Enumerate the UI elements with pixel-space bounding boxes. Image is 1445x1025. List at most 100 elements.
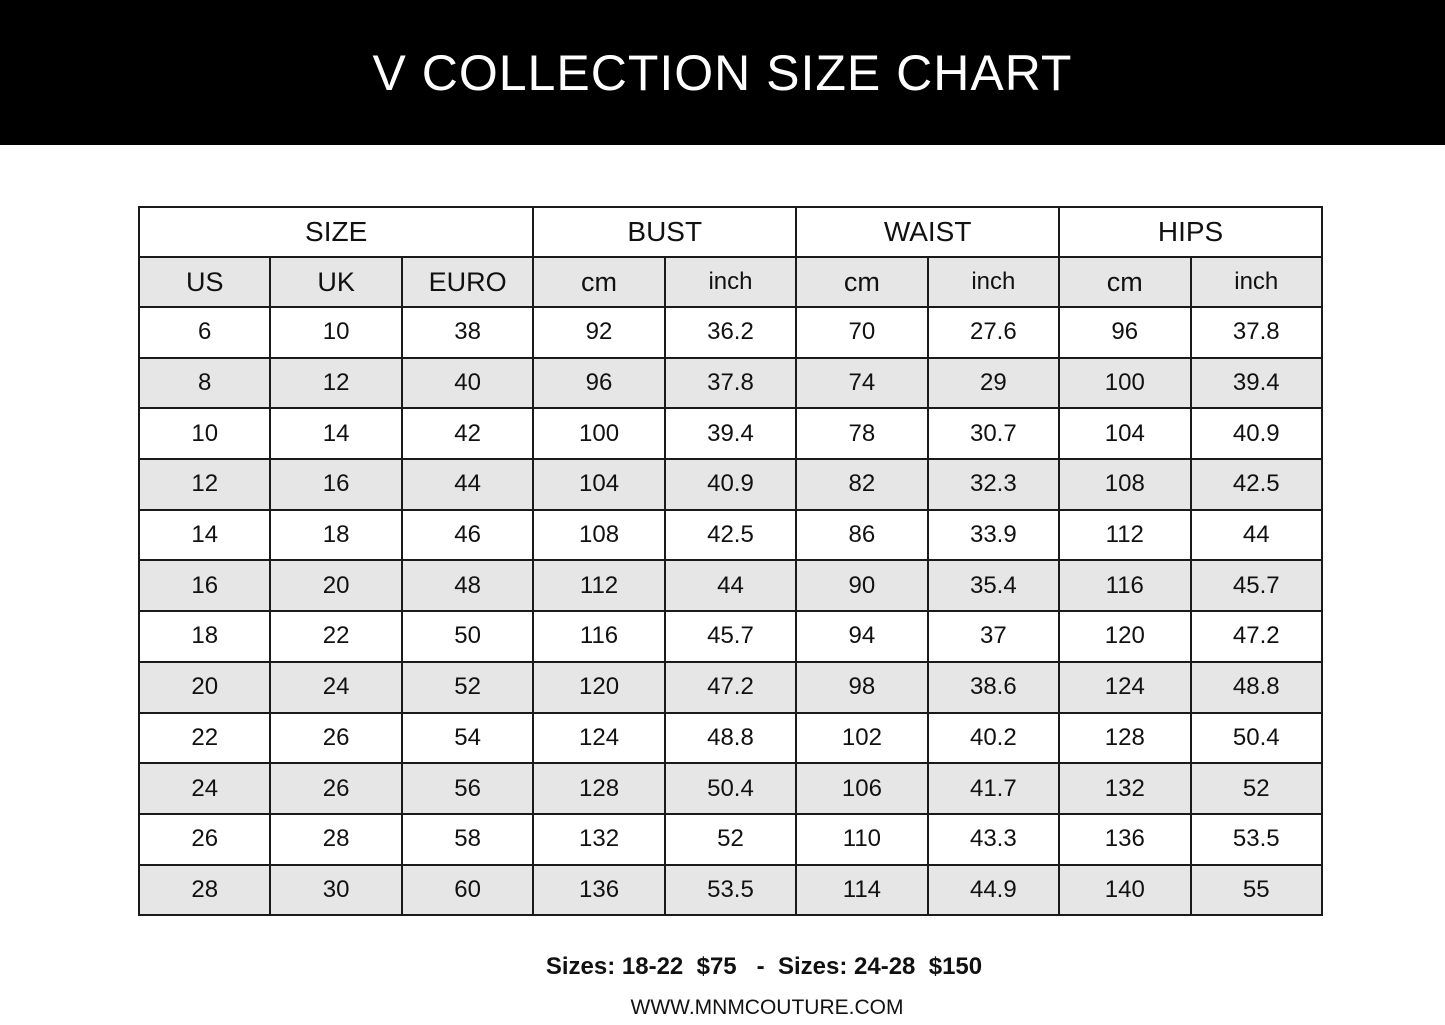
group-hips: HIPS	[1058, 206, 1323, 258]
table-cell: 26	[269, 762, 403, 815]
table-cell: 37	[926, 610, 1061, 663]
table-cell: 53.5	[663, 863, 798, 917]
table-cell: 37.8	[663, 356, 798, 410]
table-cell: 124	[532, 711, 666, 765]
table-cell: 6	[137, 306, 272, 359]
table-cell: 10	[269, 306, 403, 359]
table-cell: 47.2	[1189, 610, 1323, 663]
unit-header-cm: cm	[795, 256, 929, 308]
table-row: 10 14 42 100 39.4 78 30.7 104 40.9	[137, 407, 1323, 461]
table-cell: 16	[269, 458, 403, 511]
table-row: 14 18 46 108 42.5 86 33.9 112 44	[137, 508, 1323, 562]
table-row: 6 10 38 92 36.2 70 27.6 96 37.8	[137, 306, 1323, 359]
table-cell: 28	[137, 863, 272, 917]
size-chart-table: SIZE BUST WAIST HIPS US UK EURO cm inch cm inc…	[137, 206, 1323, 917]
table-cell: 74	[795, 356, 929, 410]
unit-header-us: US	[137, 256, 272, 308]
table-cell: 78	[795, 407, 929, 461]
table-cell: 44.9	[926, 863, 1061, 917]
table-cell: 36.2	[663, 306, 798, 359]
unit-header-euro: EURO	[400, 256, 535, 308]
table-cell: 18	[269, 508, 403, 562]
table-cell: 42.5	[663, 508, 798, 562]
table-cell: 48.8	[663, 711, 798, 765]
table-cell: 100	[1058, 356, 1192, 410]
table-row: 12 16 44 104 40.9 82 32.3 108 42.5	[137, 458, 1323, 511]
table-cell: 52	[1189, 762, 1323, 815]
unit-header-row: US UK EURO cm inch cm inch cm inch	[137, 256, 1323, 308]
table-row: 20 24 52 120 47.2 98 38.6 124 48.8	[137, 660, 1323, 714]
title-banner: V COLLECTION SIZE CHART	[0, 0, 1445, 145]
table-cell: 92	[532, 306, 666, 359]
table-cell: 14	[137, 508, 272, 562]
table-cell: 136	[1058, 812, 1192, 866]
table-cell: 114	[795, 863, 929, 917]
table-cell: 52	[400, 660, 535, 714]
table-cell: 20	[269, 559, 403, 613]
table-cell: 28	[269, 812, 403, 866]
table-cell: 56	[400, 762, 535, 815]
table-cell: 102	[795, 711, 929, 765]
table-cell: 86	[795, 508, 929, 562]
table-cell: 26	[269, 711, 403, 765]
unit-header-inch: inch	[1189, 256, 1323, 308]
table-cell: 124	[1058, 660, 1192, 714]
table-cell: 40	[400, 356, 535, 410]
table-cell: 90	[795, 559, 929, 613]
group-waist: WAIST	[795, 206, 1061, 258]
table-cell: 128	[1058, 711, 1192, 765]
unit-header-uk: UK	[269, 256, 403, 308]
table-cell: 45.7	[663, 610, 798, 663]
table-cell: 39.4	[1189, 356, 1323, 410]
table-cell: 110	[795, 812, 929, 866]
table-cell: 58	[400, 812, 535, 866]
table-cell: 33.9	[926, 508, 1061, 562]
table-body: 6 10 38 92 36.2 70 27.6 96 37.8 8 12 40 96 37.8 74 29 10…	[137, 306, 1323, 917]
table-row: 16 20 48 112 44 90 35.4 116 45.7	[137, 559, 1323, 613]
table-cell: 44	[400, 458, 535, 511]
group-size: SIZE	[137, 206, 535, 258]
page-title: V COLLECTION SIZE CHART	[372, 44, 1073, 101]
table-cell: 112	[1058, 508, 1192, 562]
pricing-note: Sizes: 18-22 $75 - Sizes: 24-28 $150	[545, 953, 983, 980]
table-cell: 41.7	[926, 762, 1061, 815]
table-cell: 8	[137, 356, 272, 410]
table-cell: 37.8	[1189, 306, 1323, 359]
table-cell: 50	[400, 610, 535, 663]
table-cell: 40.9	[1189, 407, 1323, 461]
table-cell: 20	[137, 660, 272, 714]
table-cell: 42.5	[1189, 458, 1323, 511]
table-cell: 48.8	[1189, 660, 1323, 714]
table-cell: 104	[532, 458, 666, 511]
table-cell: 18	[137, 610, 272, 663]
unit-header-inch: inch	[926, 256, 1061, 308]
table-cell: 40.2	[926, 711, 1061, 765]
table-cell: 116	[1058, 559, 1192, 613]
table-cell: 24	[269, 660, 403, 714]
table-cell: 29	[926, 356, 1061, 410]
table-cell: 27.6	[926, 306, 1061, 359]
table-cell: 44	[1189, 508, 1323, 562]
table-row: 8 12 40 96 37.8 74 29 100 39.4	[137, 356, 1323, 410]
table-cell: 132	[532, 812, 666, 866]
table-cell: 70	[795, 306, 929, 359]
table-row: 26 28 58 132 52 110 43.3 136 53.5	[137, 812, 1323, 866]
table-cell: 38	[400, 306, 535, 359]
unit-header-cm: cm	[532, 256, 666, 308]
table-cell: 98	[795, 660, 929, 714]
table-cell: 22	[137, 711, 272, 765]
table-cell: 47.2	[663, 660, 798, 714]
table-cell: 30.7	[926, 407, 1061, 461]
table-cell: 32.3	[926, 458, 1061, 511]
table-cell: 54	[400, 711, 535, 765]
table-cell: 128	[532, 762, 666, 815]
table-cell: 108	[532, 508, 666, 562]
table-cell: 22	[269, 610, 403, 663]
table-row: 18 22 50 116 45.7 94 37 120 47.2	[137, 610, 1323, 663]
table-cell: 108	[1058, 458, 1192, 511]
table-cell: 116	[532, 610, 666, 663]
table-cell: 50.4	[663, 762, 798, 815]
table-cell: 120	[532, 660, 666, 714]
table-row: 22 26 54 124 48.8 102 40.2 128 50.4	[137, 711, 1323, 765]
table-cell: 96	[1058, 306, 1192, 359]
